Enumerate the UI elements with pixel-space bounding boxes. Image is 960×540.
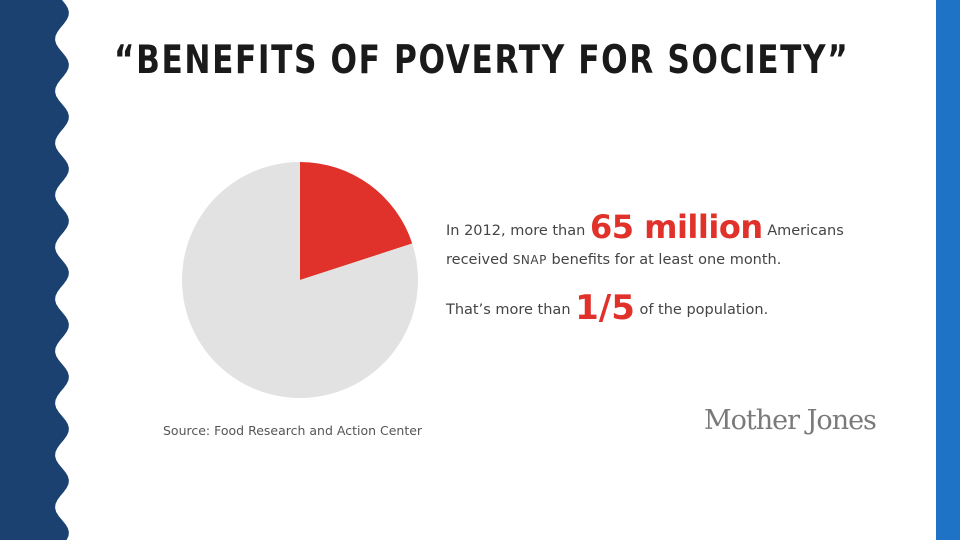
stat-line-1-post: Americans [762,223,844,239]
stat-line-2-pre: received [446,252,513,268]
right-accent-band [936,0,960,540]
right-band-fill [936,0,960,540]
stat-line-1: In 2012, more than 65 million Americans [446,208,844,246]
stat-line-1-pre: In 2012, more than [446,223,590,239]
slide-title: “BENEFITS OF POVERTY FOR SOCIETY” [114,38,850,83]
left-band-wave [0,0,69,540]
stat-highlight-fraction: 1/5 [575,288,635,328]
stat-highlight-65-million: 65 million [589,208,763,246]
stat-line-3-pre: That’s more than [446,302,576,318]
pie-slice-1 [181,162,418,398]
stat-line-2-post: benefits for at least one month. [546,252,782,268]
stat-line-2: received SNAP benefits for at least one … [446,252,781,268]
pie-slice-0 [300,162,413,280]
source-note: Source: Food Research and Action Center [163,423,423,438]
stat-line-3: That’s more than 1/5 of the population. [446,288,768,328]
stat-line-3-post: of the population. [634,302,769,318]
mother-jones-logo: Mother Jones [704,405,877,436]
pie-chart [181,162,418,398]
snap-acronym: SNAP [512,253,547,267]
left-decorative-band [0,0,69,540]
